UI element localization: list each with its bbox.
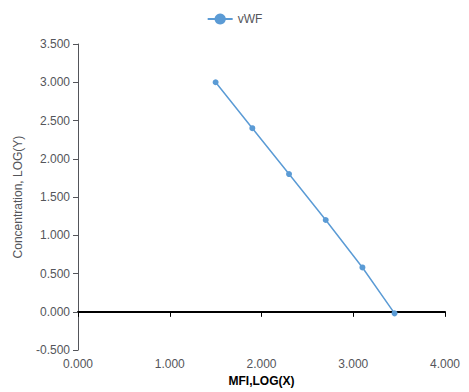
svg-text:1.500: 1.500: [40, 190, 70, 204]
svg-text:0.500: 0.500: [40, 267, 70, 281]
svg-text:3.000: 3.000: [338, 357, 368, 371]
svg-text:-0.500: -0.500: [36, 343, 70, 357]
svg-text:1.000: 1.000: [40, 228, 70, 242]
svg-text:2.500: 2.500: [40, 114, 70, 128]
svg-text:0.000: 0.000: [63, 357, 93, 371]
svg-text:3.000: 3.000: [40, 75, 70, 89]
svg-text:3.500: 3.500: [40, 37, 70, 51]
svg-text:vWF: vWF: [238, 12, 263, 26]
svg-text:0.000: 0.000: [40, 305, 70, 319]
svg-text:2.000: 2.000: [40, 152, 70, 166]
svg-text:MFI,LOG(X): MFI,LOG(X): [229, 374, 295, 388]
svg-text:Concentration, LOG(Y): Concentration, LOG(Y): [11, 136, 25, 259]
svg-text:1.000: 1.000: [155, 357, 185, 371]
svg-text:2.000: 2.000: [246, 357, 276, 371]
svg-text:4.000: 4.000: [430, 357, 460, 371]
